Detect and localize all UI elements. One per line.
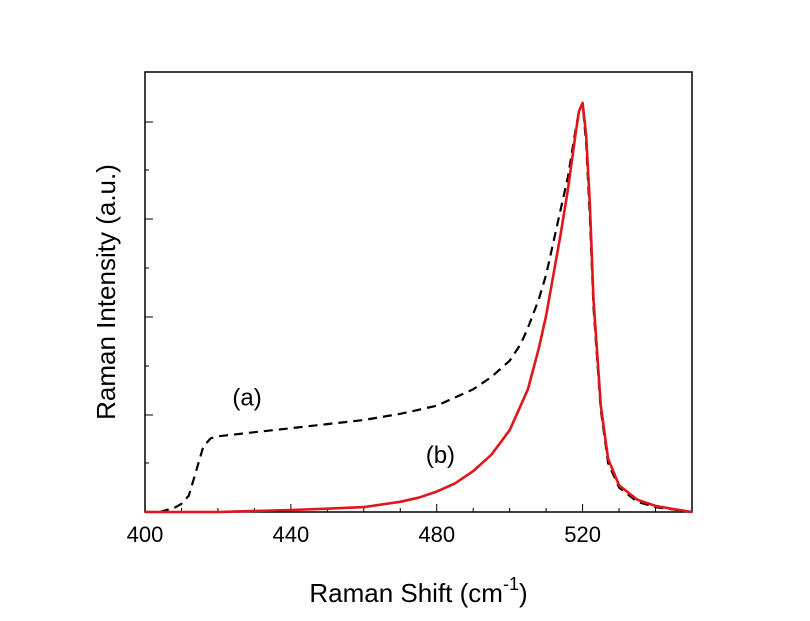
- x-tick-label: 400: [127, 522, 164, 547]
- x-tick-label: 520: [564, 522, 601, 547]
- series-a-line: [145, 101, 693, 514]
- plot-frame: [144, 71, 693, 513]
- x-tick-label: 440: [273, 522, 310, 547]
- x-axis-label-end: ): [519, 578, 528, 608]
- annotations: (a) (b): [232, 385, 455, 469]
- series-b-line: [145, 101, 693, 514]
- x-tick-label: 480: [418, 522, 455, 547]
- x-axis-label-sup: -1: [503, 574, 519, 594]
- x-axis-label: Raman Shift (cm-1): [309, 574, 527, 608]
- x-axis-label-main: Raman Shift (cm: [309, 578, 503, 608]
- series-layer: [145, 101, 693, 514]
- annotation-label: (a): [232, 385, 261, 412]
- y-axis-label: Raman Intensity (a.u.): [91, 164, 121, 420]
- annotation-label: (b): [426, 442, 455, 469]
- axis-ticks: 400 440 480 520: [127, 121, 657, 547]
